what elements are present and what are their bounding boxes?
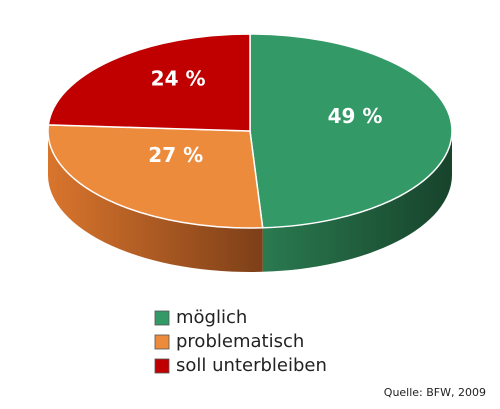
source-note: Quelle: BFW, 2009	[384, 386, 486, 399]
slice-side	[48, 131, 263, 272]
slice-side	[262, 131, 452, 272]
slice	[47, 124, 264, 229]
slice	[47, 33, 251, 132]
legend-label: möglich	[176, 307, 247, 328]
data-label: 24 %	[151, 67, 206, 91]
data-label: 27 %	[148, 143, 203, 167]
legend-label: problematisch	[176, 331, 304, 352]
data-label: 49 %	[328, 104, 383, 128]
legend-swatch	[154, 310, 170, 326]
slice	[249, 33, 453, 229]
legend-swatch	[154, 334, 170, 350]
legend-label: soll unterbleiben	[176, 355, 327, 376]
legend-swatch	[154, 358, 170, 374]
